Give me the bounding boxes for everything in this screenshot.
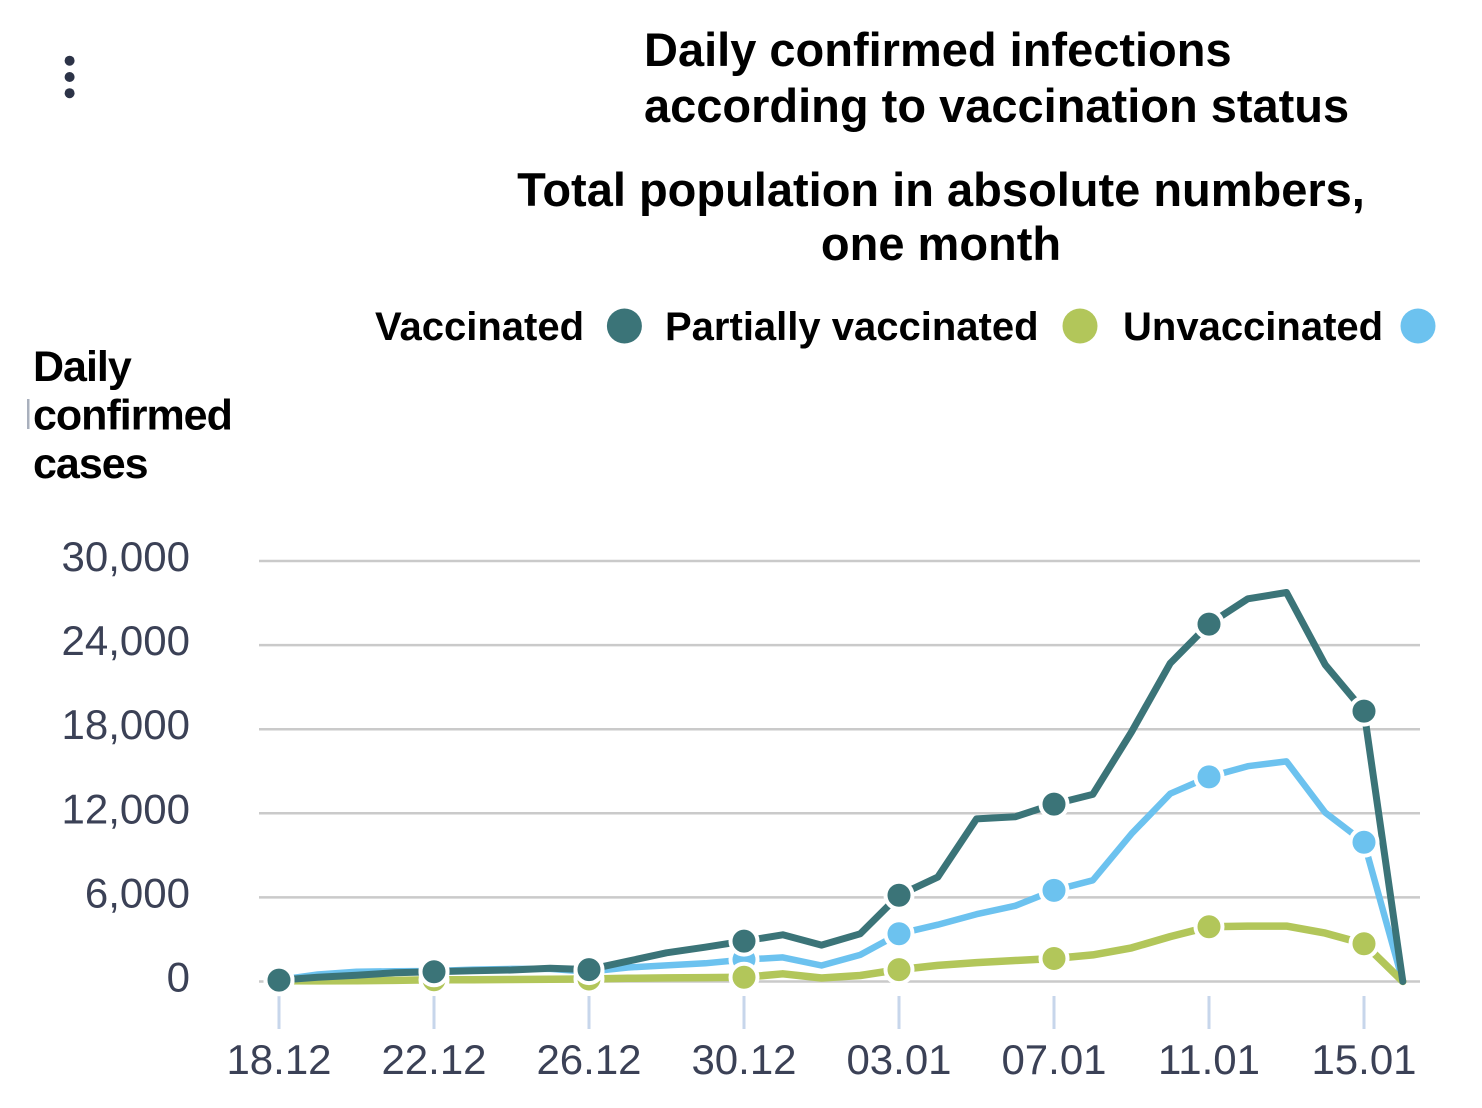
svg-text:0: 0 [167,954,190,1001]
svg-text:07.01: 07.01 [1001,1036,1106,1083]
svg-text:one month: one month [821,217,1061,270]
svg-text:6,000: 6,000 [85,869,190,916]
svg-text:Total population in absolute n: Total population in absolute numbers, [517,163,1365,216]
svg-text:Daily: Daily [33,343,132,391]
svg-text:according to vaccination statu: according to vaccination status [644,79,1349,132]
svg-text:cases: cases [33,440,148,488]
svg-text:18.12: 18.12 [226,1036,331,1083]
svg-text:30.12: 30.12 [691,1036,796,1083]
svg-text:Partially vaccinated: Partially vaccinated [665,305,1039,349]
svg-text:30,000: 30,000 [62,533,190,580]
svg-text:03.01: 03.01 [846,1036,951,1083]
svg-text:confirmed: confirmed [33,392,232,440]
svg-text:Vaccinated: Vaccinated [375,305,584,349]
svg-text:22.12: 22.12 [381,1036,486,1083]
svg-text:11.01: 11.01 [1158,1036,1260,1083]
svg-text:24,000: 24,000 [62,617,190,664]
svg-text:Daily confirmed infections: Daily confirmed infections [644,23,1232,76]
svg-text:26.12: 26.12 [536,1036,641,1083]
svg-text:Unvaccinated: Unvaccinated [1123,305,1383,349]
svg-text:12,000: 12,000 [62,785,190,832]
svg-text:15.01: 15.01 [1311,1036,1416,1083]
svg-text:18,000: 18,000 [62,701,190,748]
